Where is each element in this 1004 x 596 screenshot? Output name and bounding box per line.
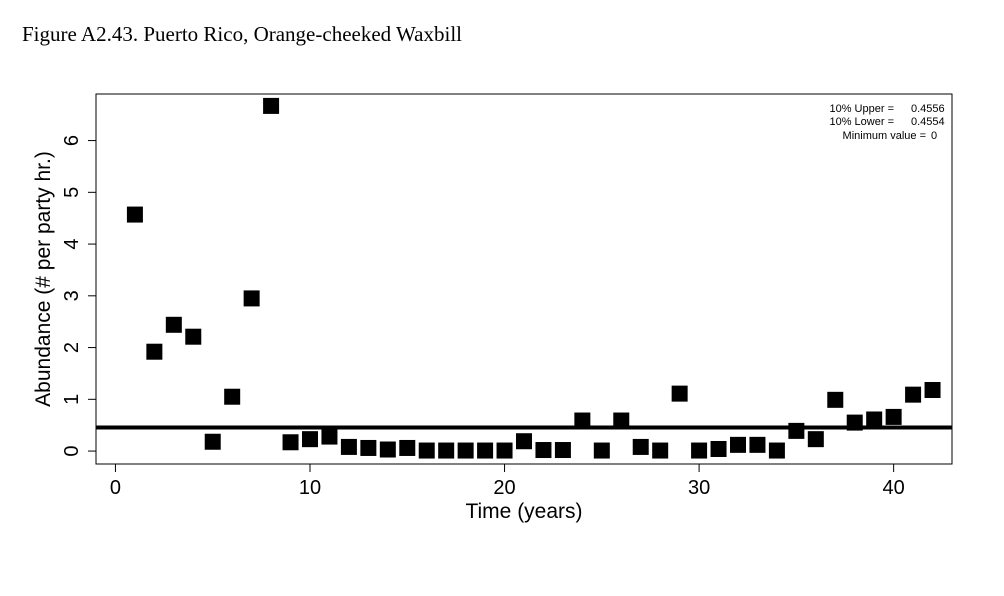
data-point	[224, 388, 241, 405]
data-point	[477, 442, 494, 459]
data-point	[710, 440, 727, 457]
data-point	[749, 436, 766, 453]
y-tick-label: 4	[61, 239, 83, 250]
data-point	[399, 439, 416, 456]
data-point	[282, 434, 299, 451]
x-axis-title: Time (years)	[465, 500, 582, 523]
plot-frame	[95, 93, 953, 465]
data-point	[321, 428, 338, 445]
data-point	[379, 441, 396, 458]
data-point	[438, 442, 455, 459]
data-point	[204, 433, 221, 450]
y-tick-label: 0	[61, 446, 83, 457]
x-tick-label: 10	[299, 477, 321, 499]
data-point	[263, 97, 280, 114]
data-point	[924, 382, 941, 398]
legend-upper-value: 0.4556	[911, 103, 945, 115]
data-point	[302, 431, 318, 448]
data-point	[185, 328, 202, 345]
data-point	[671, 385, 688, 402]
data-point	[457, 442, 474, 459]
data-point	[652, 442, 669, 459]
y-tick-label: 2	[61, 342, 83, 353]
legend-lower-value: 0.4554	[911, 116, 945, 128]
data-point	[554, 442, 571, 459]
data-point	[165, 316, 182, 333]
data-point	[691, 442, 708, 459]
x-tick-label: 30	[688, 477, 710, 499]
legend: 10% Upper = 0.4556 10% Lower = 0.4554 Mi…	[829, 103, 944, 142]
legend-minimum-value: 0	[931, 130, 937, 142]
data-point	[866, 411, 883, 428]
data-point	[516, 433, 532, 450]
y-tick-label: 1	[61, 394, 83, 405]
x-tick-label: 40	[883, 477, 905, 499]
data-point	[846, 414, 863, 431]
data-point	[535, 442, 552, 459]
y-tick-label: 6	[61, 135, 83, 146]
data-point	[730, 436, 746, 453]
legend-upper-label: 10% Upper =	[829, 103, 894, 115]
data-point	[768, 442, 785, 459]
y-tick-label: 3	[61, 290, 83, 301]
data-point	[788, 422, 805, 439]
data-point	[827, 391, 844, 408]
x-tick-label: 20	[493, 477, 515, 499]
data-point	[496, 442, 513, 459]
data-point	[418, 442, 435, 459]
data-point	[146, 343, 163, 360]
x-tick-label: 0	[110, 477, 121, 499]
data-point	[807, 431, 824, 448]
legend-minimum-label: Minimum value =	[843, 130, 926, 142]
data-point	[340, 438, 357, 455]
data-point	[360, 439, 377, 456]
data-point	[243, 290, 260, 307]
data-points	[126, 97, 941, 459]
y-axis-title: Abundance (# per party hr.)	[32, 151, 55, 407]
data-point	[613, 412, 630, 429]
data-point	[126, 206, 143, 223]
y-axis: 0 1 2 3 4 5 6	[61, 135, 96, 457]
data-point	[574, 412, 591, 429]
x-axis: 0 10 20 30 40	[110, 464, 905, 499]
data-point	[905, 386, 922, 403]
figure-title: Figure A2.43. Puerto Rico, Orange-cheeke…	[22, 22, 462, 46]
y-tick-label: 5	[61, 187, 83, 198]
data-point	[632, 438, 649, 455]
legend-lower-label: 10% Lower =	[829, 116, 894, 128]
data-point	[885, 408, 902, 425]
data-point	[593, 442, 610, 459]
